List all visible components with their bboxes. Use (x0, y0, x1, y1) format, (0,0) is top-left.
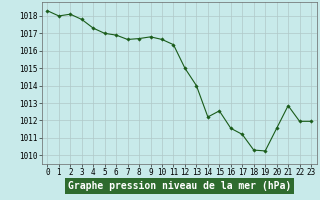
X-axis label: Graphe pression niveau de la mer (hPa): Graphe pression niveau de la mer (hPa) (68, 181, 291, 191)
